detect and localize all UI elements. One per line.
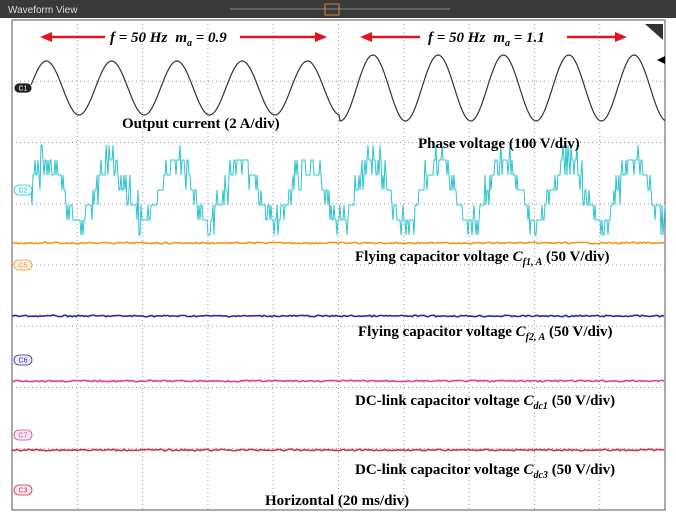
horizontal-label: Horizontal (20 ms/div)	[265, 493, 409, 509]
channel-label: C2	[19, 188, 28, 195]
window-title: Waveform View	[8, 5, 78, 16]
channel-label: C1	[19, 86, 28, 93]
channel-label: C7	[19, 433, 28, 440]
output-current-label: Output current (2 A/div)	[122, 116, 280, 132]
channel-label: C3	[19, 488, 28, 495]
oscilloscope-window: Waveform View f = 50 Hzma = 0.9 f = 50 H…	[0, 0, 676, 513]
channel-label: C5	[19, 263, 28, 270]
phase-voltage-label: Phase voltage (100 V/div)	[418, 136, 580, 152]
channel-label: C6	[19, 358, 28, 365]
